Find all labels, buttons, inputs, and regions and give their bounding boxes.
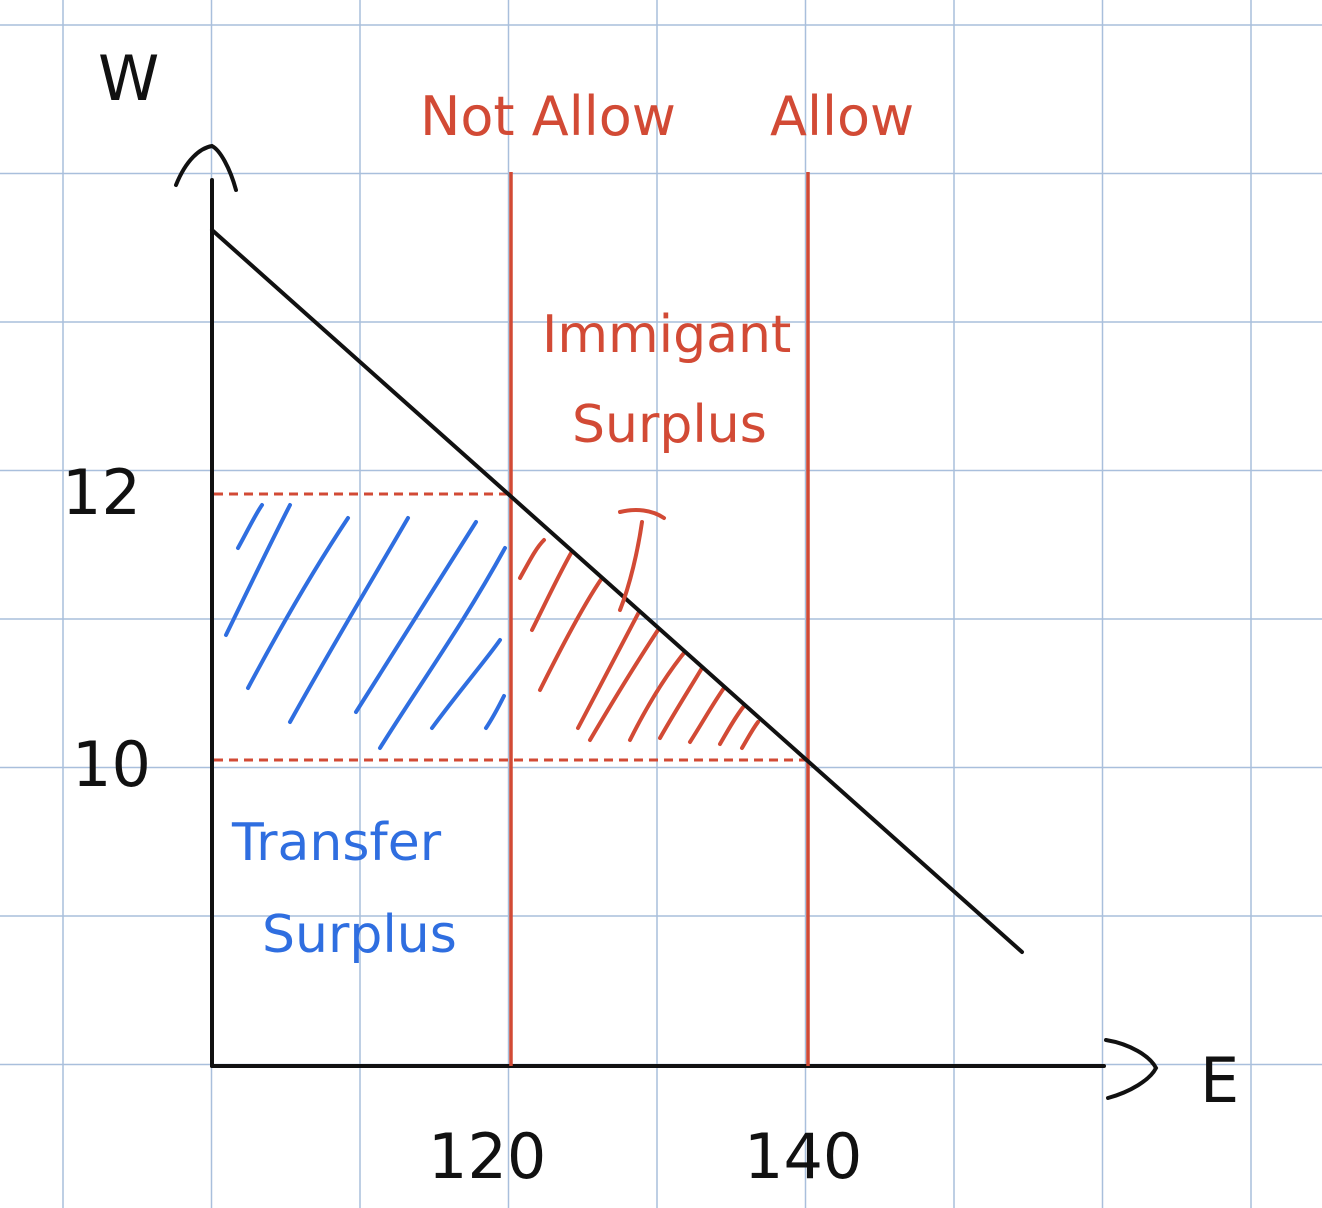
pointer-mark — [618, 508, 666, 612]
immigrant-surplus-label-line1: Immigant — [542, 305, 791, 365]
x-axis-label: E — [1200, 1044, 1239, 1117]
allow-label: Allow — [770, 85, 914, 148]
tick-label-10: 10 — [72, 728, 151, 801]
transfer-surplus-hatch — [224, 503, 507, 750]
y-axis-label: W — [98, 42, 159, 115]
axes — [174, 143, 1159, 1100]
wage-lines — [214, 492, 808, 762]
up-arrow-icon — [174, 143, 238, 192]
tick-label-140: 140 — [744, 1120, 862, 1193]
transfer-surplus-label-line1: Transfer — [231, 813, 442, 873]
immigrant-surplus-hatch — [518, 538, 760, 750]
right-arrow-icon — [1104, 1038, 1159, 1100]
labor-demand-line — [210, 228, 1024, 954]
tick-label-120: 120 — [428, 1120, 546, 1193]
tick-label-12: 12 — [62, 456, 141, 529]
immigrant-surplus-label-line2: Surplus — [572, 395, 767, 455]
transfer-surplus-label-line2: Surplus — [262, 905, 457, 965]
not-allow-label: Not Allow — [420, 85, 676, 148]
policy-lines — [509, 172, 810, 1066]
